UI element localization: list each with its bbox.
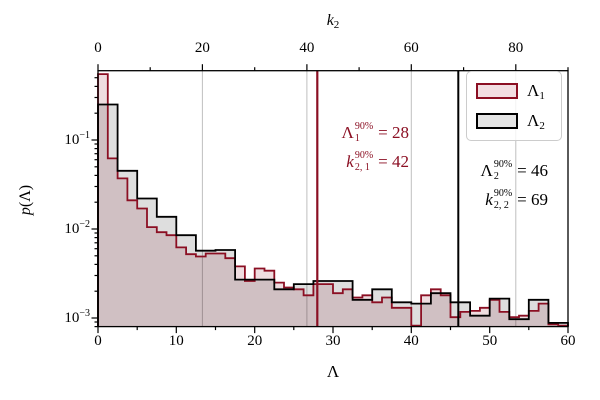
y-tick-exponent: −1 (79, 130, 90, 141)
axes-frame (97, 70, 569, 328)
top-tick-label: 0 (94, 40, 102, 56)
annotation-lambda1-90pct: Λ 90% 1 = 28 k 90% 2, 1 = 42 (341, 118, 409, 176)
x-tick-label: 40 (403, 333, 419, 349)
top-tick-label: 80 (508, 40, 524, 56)
histogram-fill-lambda1 (98, 74, 568, 327)
top-tick-label: 40 (299, 40, 315, 56)
annotation-line: k 90% 2, 2 = 69 (485, 187, 548, 211)
legend-label-lambda1: Λ1 (527, 80, 545, 102)
top-axis-label-subscript: 2 (333, 19, 340, 31)
x-tick-label: 50 (482, 333, 498, 349)
annotation-lambda2-90pct: Λ 90% 2 = 46 k 90% 2, 2 = 69 (480, 156, 548, 214)
y-tick-exponent: −2 (79, 219, 90, 230)
annotation-line: k 90% 2, 1 = 42 (346, 149, 409, 173)
legend-entry-lambda1: Λ1 (476, 76, 552, 106)
histogram-outline-lambda1 (97, 73, 569, 327)
x-tick-label: 10 (168, 333, 184, 349)
legend-label-lambda2: Λ2 (527, 110, 545, 132)
x-tick-label: 30 (325, 333, 341, 349)
legend-entry-lambda2: Λ2 (476, 106, 552, 136)
y-axis-label: p(Λ) (17, 184, 34, 216)
legend-swatch-lambda2 (476, 113, 518, 129)
annotation-line: Λ 90% 2 = 46 (480, 158, 548, 182)
top-axis-label: k2 (326, 12, 340, 31)
y-tick-exponent: −3 (79, 308, 90, 319)
y-tick-label: 10−3 (64, 308, 90, 326)
histogram-outline-lambda2 (97, 103, 569, 327)
x-tick-label: 20 (247, 333, 263, 349)
legend-swatch-lambda1 (476, 83, 518, 99)
y-tick-label: 10−2 (64, 219, 90, 237)
x-tick-label: 0 (94, 333, 102, 349)
x-tick-label: 60 (560, 333, 576, 349)
histogram-fill-lambda2 (98, 104, 568, 327)
legend: Λ1 Λ2 (466, 71, 562, 141)
top-tick-label: 60 (403, 40, 419, 56)
y-tick-label: 10−1 (64, 130, 90, 148)
x-axis-label: Λ (326, 362, 340, 381)
annotation-line: Λ 90% 1 = 28 (341, 120, 409, 144)
top-tick-label: 20 (194, 40, 210, 56)
